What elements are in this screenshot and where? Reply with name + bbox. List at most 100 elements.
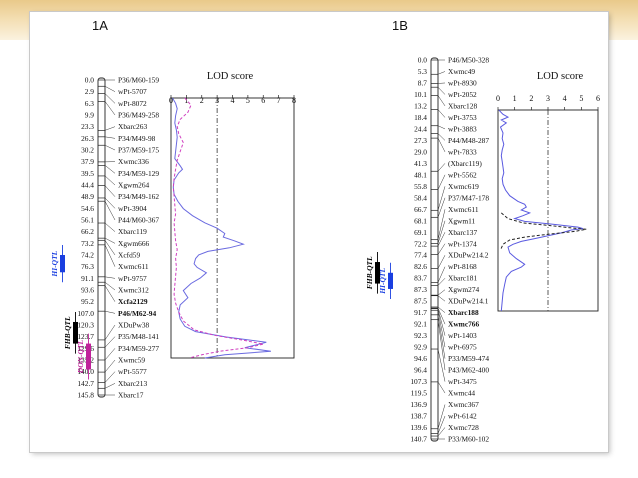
marker-position: 92.3 (414, 331, 427, 340)
marker-connector (437, 427, 446, 437)
lod-series-line (500, 212, 587, 251)
marker-position: 6.3 (85, 99, 95, 108)
marker-name: wPt-5707 (118, 87, 147, 96)
marker-name: Xgwm264 (118, 181, 150, 190)
marker-name: wPt-3883 (448, 124, 477, 133)
x-tick-label: 6 (596, 94, 600, 103)
marker-name: wPt-8930 (448, 78, 477, 87)
marker-position: 18.4 (414, 113, 427, 122)
marker-name: P33/M59-474 (448, 354, 489, 363)
marker-name: wPt-3475 (448, 377, 477, 386)
marker-connector (437, 174, 446, 190)
marker-connector (437, 308, 446, 336)
marker-name: wPt-1374 (448, 239, 477, 248)
x-tick-label: 0 (496, 94, 500, 103)
marker-name: P36/M60-159 (118, 76, 159, 85)
marker-position: 119.5 (411, 389, 428, 398)
marker-position: 66.7 (414, 205, 427, 214)
marker-name: Xwmc619 (448, 182, 479, 191)
marker-name: P36/M49-258 (118, 111, 159, 120)
marker-connector (437, 138, 446, 152)
marker-connector (437, 71, 446, 75)
marker-name: P46/M50-328 (448, 56, 489, 65)
marker-connector (104, 145, 116, 151)
x-tick-label: 2 (529, 94, 533, 103)
marker-name: Xwmc611 (448, 205, 479, 214)
marker-name: Xgwm11 (448, 216, 476, 225)
marker-position: 66.2 (81, 227, 94, 236)
marker-connector (104, 136, 116, 139)
marker-name: Xwmc766 (448, 320, 480, 329)
marker-connector (437, 306, 446, 313)
lod-plot-title: LOD score (537, 71, 584, 82)
slide: 1A 0.0 P36/M60-159 2.9 wPt-5707 6.3 wPt-8072 9… (30, 12, 608, 452)
marker-position: 107.3 (410, 377, 427, 386)
marker-position: 55.8 (414, 182, 427, 191)
marker-position: 48.9 (81, 192, 94, 201)
marker-connector (437, 319, 446, 371)
marker-name: wPt-3753 (448, 113, 477, 122)
panel-1b: 1B 0.0 P46/M50-328 5.3 Xwmc49 8.7 wPt-8930 10.… (320, 12, 608, 452)
marker-name: P44/M60-367 (118, 216, 159, 225)
marker-name: P33/M60-102 (448, 435, 489, 444)
marker-connector (437, 381, 446, 394)
marker-connector (104, 285, 116, 302)
marker-name: Xwmc312 (118, 286, 149, 295)
marker-name: wPt-7833 (448, 147, 477, 156)
marker-name: Xwmc728 (448, 423, 479, 432)
marker-name: Xcfa2129 (118, 297, 148, 306)
marker-connector (437, 197, 446, 218)
marker-connector (437, 109, 446, 118)
marker-position: 92.9 (414, 343, 427, 352)
marker-connector (437, 133, 446, 141)
marker-name: XDuPw38 (118, 321, 150, 330)
marker-connector (104, 197, 116, 209)
marker-connector (437, 163, 446, 172)
qtl-label: HI-QTL (50, 250, 59, 277)
marker-connector (437, 232, 446, 247)
panel-1a: 1A 0.0 P36/M60-159 2.9 wPt-5707 6.3 wPt-8072 9… (30, 12, 315, 452)
marker-name: P34/M49-162 (118, 192, 159, 201)
marker-position: 30.2 (81, 146, 94, 155)
marker-position: 10.1 (414, 90, 427, 99)
marker-name: Xbarc188 (448, 308, 479, 317)
marker-position: 39.5 (81, 169, 94, 178)
marker-position: 23.3 (81, 122, 94, 131)
marker-connector (437, 348, 446, 382)
marker-position: 83.7 (414, 274, 427, 283)
marker-position: 87.3 (414, 285, 427, 294)
marker-position: 135.2 (77, 356, 94, 365)
marker-connector (104, 222, 116, 232)
marker-name: Xbarc137 (448, 228, 477, 237)
x-tick-label: 6 (261, 96, 265, 105)
marker-connector (437, 278, 446, 286)
marker-position: 87.5 (414, 297, 427, 306)
marker-connector (104, 244, 116, 267)
marker-name: wPt-9757 (118, 274, 147, 283)
marker-name: Xwmc336 (118, 157, 149, 166)
marker-name: wPt-6975 (448, 343, 477, 352)
marker-connector (104, 101, 116, 116)
marker-position: 138.7 (410, 412, 427, 421)
x-tick-label: 2 (200, 96, 204, 105)
marker-connector (104, 359, 116, 373)
marker-position: 91.7 (414, 308, 427, 317)
marker-position: 0.0 (418, 56, 428, 65)
marker-name: Xwmc44 (448, 389, 475, 398)
marker-position: 69.1 (414, 228, 427, 237)
marker-name: XDuPw214.2 (448, 251, 489, 260)
x-tick-label: 1 (513, 94, 517, 103)
marker-connector (104, 175, 116, 186)
marker-position: 68.1 (414, 216, 427, 225)
x-tick-label: 4 (563, 94, 567, 103)
marker-connector (104, 126, 116, 131)
marker-position: 58.4 (414, 193, 427, 202)
marker-connector (104, 348, 116, 361)
marker-connector (437, 307, 446, 325)
marker-position: 8.7 (418, 78, 428, 87)
marker-position: 44.4 (81, 181, 94, 190)
marker-position: 56.1 (81, 216, 94, 225)
x-tick-label: 5 (246, 96, 250, 105)
marker-name: Xbarc181 (448, 274, 477, 283)
marker-position: 120.3 (77, 321, 94, 330)
